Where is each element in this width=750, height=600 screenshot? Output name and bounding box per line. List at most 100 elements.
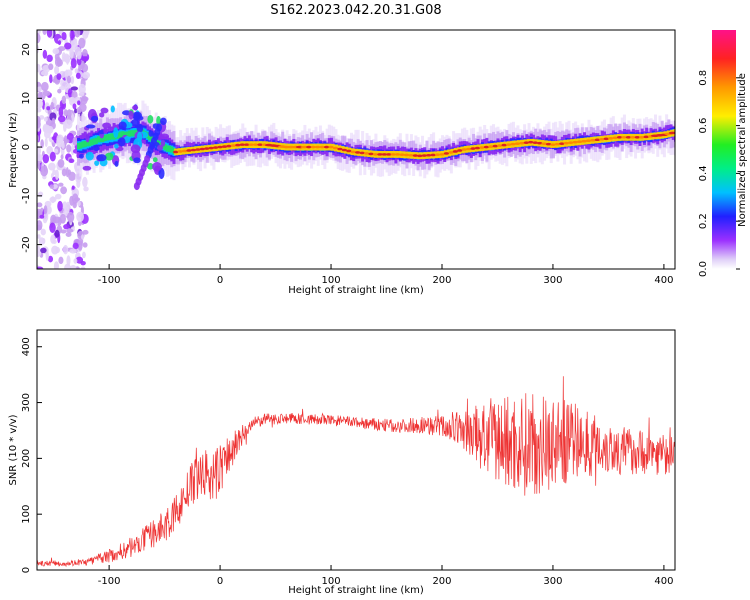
spectrogram-ridge-peak [430, 153, 436, 157]
spectrogram-ridge-peak [226, 144, 232, 148]
spectrogram-blob [99, 112, 105, 118]
spectrogram-noise-cell [58, 182, 64, 187]
spectrogram-ridge-peak [452, 150, 458, 153]
spectrogram-ridge-peak [612, 136, 618, 140]
spectrogram-ridge-peak [177, 150, 183, 153]
spectrogram-noise-cell [58, 106, 64, 117]
colorbar-label: Normalized spectral amplitude [737, 73, 748, 227]
spectrogram-noise-cell [57, 200, 63, 212]
spectrogram-band-cell [92, 138, 96, 145]
spectrogram-noise-cell [72, 242, 79, 250]
spectrogram-noise-cell [80, 95, 88, 105]
spectrogram-noise-cell [56, 73, 62, 80]
spectrogram-blob [147, 114, 154, 124]
spectrogram-noise-cell [81, 63, 89, 73]
spectrogram-band-cell [168, 145, 172, 152]
spectrogram-ridge-peak [599, 137, 605, 141]
spectrogram-noise-cell [70, 75, 75, 85]
snr-y-axis-label: SNR (10 * v/v) [8, 414, 19, 485]
spectrogram-blob [118, 121, 127, 130]
spectrogram-noise-cell [49, 222, 56, 233]
spectrogram-ridge-peak [519, 141, 525, 145]
spectrogram-band-cell [97, 136, 101, 143]
spectrogram-noise-cell [66, 228, 74, 233]
spectrogram-ridge-peak [528, 140, 534, 144]
spectrogram-blob [85, 134, 90, 143]
spectrogram-ridge-peak [439, 153, 445, 156]
spectrogram-noise-cell [46, 54, 53, 63]
snr-x-tick-label: -100 [98, 576, 121, 587]
spectrogram-noise-cell [68, 96, 76, 103]
spectrogram-blob [94, 160, 100, 167]
spectrogram-band-cell [119, 131, 123, 138]
spectrogram-noise-cell [59, 213, 66, 224]
spectrogram-blob [132, 105, 139, 111]
spectrogram-noise-cell [77, 100, 81, 106]
spectrogram-noise-cell [70, 86, 79, 91]
spectrogram-blob [93, 146, 100, 152]
spectrogram-noise-cell [37, 266, 44, 269]
spectrogram-noise-cell [37, 44, 40, 54]
snr-y-tick-label: 200 [21, 449, 32, 468]
spectrogram-ridge-peak [563, 141, 569, 145]
spectrogram-noise-cell [57, 158, 65, 168]
spectrogram-blob [85, 151, 94, 161]
spectrogram-noise-cell [77, 200, 81, 207]
spectrogram-noise-cell [40, 165, 49, 177]
spectrogram-ridge-peak [448, 151, 454, 154]
spectrogram-ridge-peak [221, 145, 228, 148]
spectrogram-noise-cell [64, 42, 72, 50]
spectrogram-noise-cell [51, 136, 57, 141]
spectrogram-ridge-peak [492, 144, 498, 148]
spectrogram-ridge-peak [630, 136, 636, 139]
spectrogram-noise-cell [63, 223, 70, 230]
spectrogram-x-tick-label: 0 [217, 275, 223, 286]
spectrogram-noise-cell [60, 186, 67, 195]
spectrogram-ridge-peak [616, 136, 623, 139]
spectrogram-ridge-peak [403, 153, 410, 157]
spectrogram-band-cell [165, 145, 169, 152]
colorbar: 0.0 0.2 0.4 0.6 0.8 Normalized spectral ampl… [698, 30, 748, 277]
spectrogram-ridge-peak [363, 152, 370, 155]
spectrogram-ridge-peak [417, 154, 423, 158]
spectrogram-noise-cell [42, 49, 48, 59]
spectrogram-noise-cell [68, 158, 75, 164]
spectrogram-ridge-peak [319, 145, 325, 149]
spectrogram-ridge-peak [581, 139, 587, 143]
spectrogram-noise-cell [64, 119, 73, 129]
spectrogram-noise-cell [75, 72, 81, 79]
spectrogram-noise-cell [60, 148, 65, 156]
spectrogram-ridge-peak [510, 142, 516, 146]
spectrogram-noise-cell [69, 264, 77, 269]
spectrogram-noise-cell [72, 103, 77, 110]
spectrogram-noise-cell [40, 247, 47, 254]
spectrogram-ridge-peak [514, 142, 521, 145]
spectrogram-noise-cell [37, 99, 44, 109]
spectrogram-noise-cell [61, 31, 67, 41]
spectrogram-ridge-peak [230, 144, 236, 147]
spectrogram-ridge-peak [368, 152, 374, 156]
spectrogram-blob [79, 153, 84, 159]
spectrogram-noise-cell [81, 56, 89, 62]
spectrogram-x-tick-label: -100 [98, 275, 121, 286]
spectrogram-noise-cell [78, 83, 86, 95]
spectrogram-ridge-peak [386, 153, 392, 156]
spectrogram-ridge-peak [532, 141, 538, 144]
spectrogram-ridge-peak [412, 154, 418, 157]
snr-y-tick-label: 0 [21, 567, 32, 573]
spectrogram-noise-cell [57, 88, 62, 94]
spectrogram-ridge-peak [204, 147, 210, 150]
spectrogram-ridge-peak [332, 146, 339, 150]
spectrogram-noise-cell [42, 154, 50, 164]
spectrogram-ridge-peak [537, 141, 543, 145]
spectrogram-band-cell [77, 142, 81, 150]
spectrogram-blob [136, 123, 144, 133]
spectrogram-blob [156, 115, 161, 126]
spectrogram-ridge-peak [434, 153, 441, 156]
spectrogram-noise-cell [63, 109, 68, 117]
spectrogram-noise-cell [65, 54, 70, 65]
spectrogram-noise-cell [42, 90, 51, 97]
spectrogram-noise-cell [76, 50, 82, 60]
spectrogram-ridge-peak [501, 143, 507, 147]
